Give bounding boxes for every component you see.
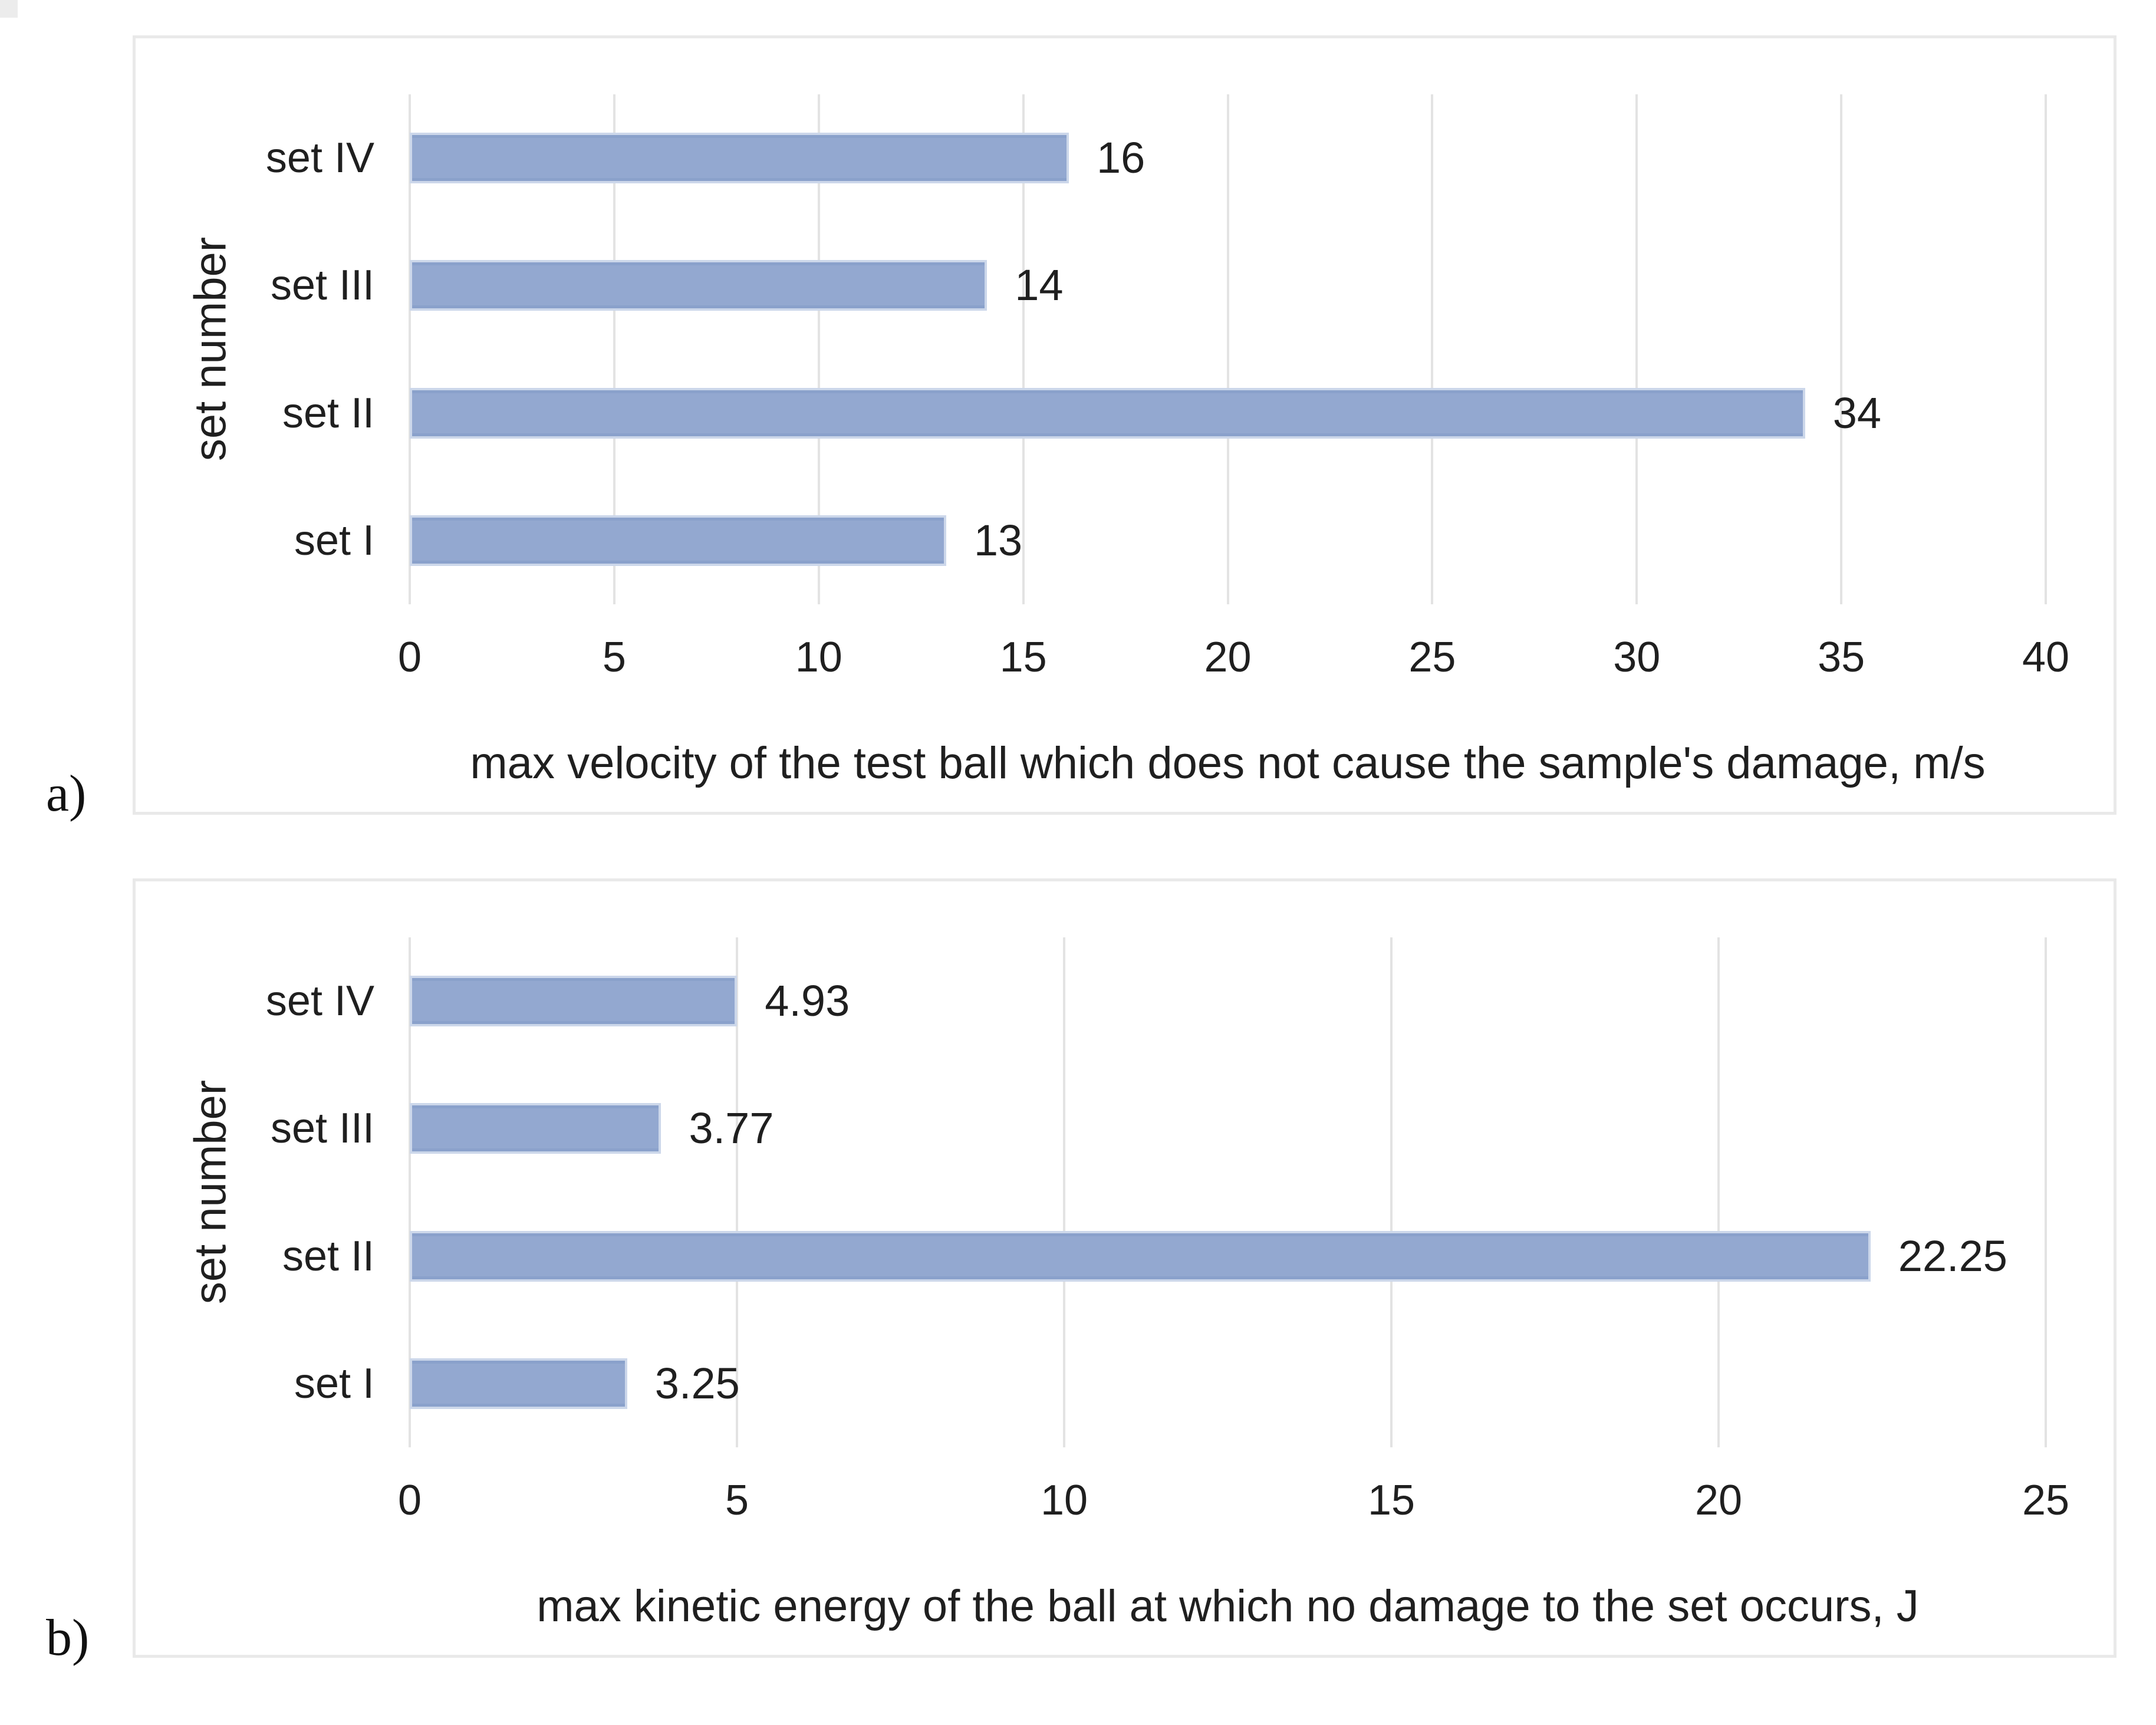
gridline-x-0 (409, 937, 411, 1447)
category-label-set-II: set II (282, 389, 374, 437)
x-axis-title-a: max velocity of the test ball which does… (470, 738, 1986, 788)
bar-set-I (410, 1358, 627, 1409)
gridline-x-35 (1840, 94, 1843, 604)
bar-value-label-set-II: 34 (1832, 388, 1882, 437)
bar-value-label-set-IV: 4.93 (765, 976, 850, 1026)
plot-area: 16 14 34 13 (409, 94, 2047, 604)
gridline-x-10 (1063, 937, 1065, 1447)
bar-set-III (410, 1103, 661, 1154)
plot-area: 4.93 3.77 22.25 3.25 (409, 937, 2047, 1447)
bar-set-IV (410, 133, 1069, 184)
category-label-set-III: set III (270, 262, 374, 310)
gridline-x-15 (1390, 937, 1393, 1447)
panel-label-b: b) (46, 1609, 90, 1667)
bar-set-I (410, 515, 946, 566)
gridline-x-20 (1717, 937, 1720, 1447)
x-tick-label-5: 5 (725, 1477, 749, 1524)
category-label-set-IV: set IV (265, 134, 374, 182)
gridline-x-25 (2045, 937, 2047, 1447)
x-tick-label-30: 30 (1613, 634, 1661, 681)
x-tick-label-20: 20 (1694, 1477, 1743, 1524)
bar-value-label-set-III: 14 (1015, 261, 1064, 310)
gridline-x-30 (1635, 94, 1638, 604)
bar-set-IV (410, 976, 738, 1027)
x-tick-label-10: 10 (1040, 1477, 1088, 1524)
x-axis-title-b: max kinetic energy of the ball at which … (536, 1581, 1919, 1631)
bar-set-III (410, 260, 988, 311)
gridline-x-15 (1022, 94, 1025, 604)
x-tick-label-15: 15 (1367, 1477, 1416, 1524)
gridline-x-5 (613, 94, 615, 604)
x-tick-label-20: 20 (1204, 634, 1252, 681)
bar-value-label-set-III: 3.77 (689, 1104, 774, 1153)
category-label-set-IV: set IV (265, 977, 374, 1025)
panel-label-a: a) (46, 765, 87, 822)
x-tick-label-25: 25 (1408, 634, 1456, 681)
gridline-x-20 (1226, 94, 1229, 604)
page-corner-artifact (0, 0, 18, 18)
x-tick-label-40: 40 (2022, 634, 2070, 681)
x-tick-label-0: 0 (397, 1477, 422, 1524)
category-label-set-I: set I (294, 1359, 374, 1407)
x-tick-label-25: 25 (2022, 1477, 2070, 1524)
category-label-set-I: set I (294, 516, 374, 564)
x-tick-label-10: 10 (795, 634, 842, 681)
bar-value-label-set-I: 3.25 (654, 1358, 740, 1408)
bar-value-label-set-II: 22.25 (1898, 1231, 2007, 1280)
bar-set-II (410, 1230, 1871, 1282)
chart-panel-b: set number max kinetic energy of the bal… (133, 878, 2116, 1658)
x-tick-label-15: 15 (999, 634, 1047, 681)
gridline-x-5 (736, 937, 738, 1447)
bar-set-II (410, 387, 1805, 439)
bar-value-label-set-I: 13 (973, 515, 1023, 565)
x-tick-label-5: 5 (602, 634, 626, 681)
chart-panel-a: set number max velocity of the test ball… (133, 35, 2116, 815)
category-label-set-III: set III (270, 1105, 374, 1153)
gridline-x-25 (1431, 94, 1434, 604)
gridline-x-0 (409, 94, 411, 604)
x-tick-label-0: 0 (397, 634, 422, 681)
gridline-x-40 (2045, 94, 2047, 604)
gridline-x-10 (817, 94, 820, 604)
category-label-set-II: set II (282, 1232, 374, 1280)
x-tick-label-35: 35 (1818, 634, 1865, 681)
bar-value-label-set-IV: 16 (1097, 133, 1146, 183)
